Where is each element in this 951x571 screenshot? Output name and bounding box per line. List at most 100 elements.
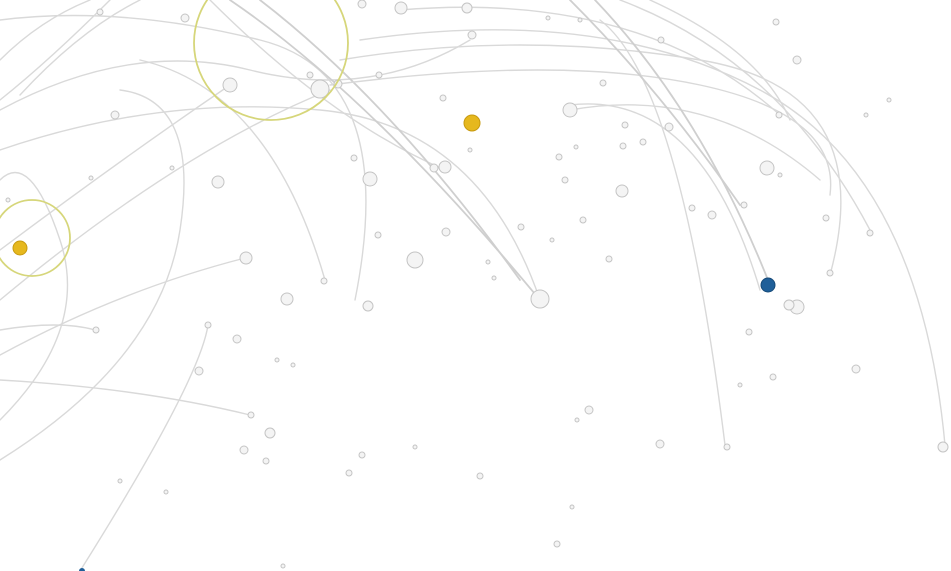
particle-dot [357,0,367,9]
particle-layer [5,0,949,569]
particle-dot [772,18,780,26]
particle-dot [777,172,783,178]
trail-arc [79,324,209,571]
particle-dot [429,163,439,173]
trail-arc [569,103,761,291]
particle-dot [599,79,607,87]
particle-dot [822,214,830,222]
particle-dot [553,540,561,548]
particle-dot [88,175,94,181]
particle-dot [374,231,382,239]
particle-dot [655,439,665,449]
particle-dot [740,201,748,209]
particle-dot [577,17,583,23]
particle-dot [290,362,296,368]
particle-dot [619,142,627,150]
particle-dot [530,289,550,309]
trail-arc [0,0,111,101]
particle-dot [232,334,242,344]
trail-arc [359,29,946,446]
particle-dot [783,299,795,311]
particle-dot [759,160,775,176]
particle-dot [863,112,869,118]
particle-dot [306,71,314,79]
particle-dot [117,478,123,484]
particle-dot [239,445,249,455]
particle-dot [467,147,473,153]
particle-dot [247,411,255,419]
particle-dot [262,457,270,465]
particle-dot [96,8,104,16]
trail-arc [399,6,781,116]
trail-arc [599,19,726,446]
trail-arc [649,0,791,121]
particle-dot [657,36,665,44]
trail-arc [329,69,832,196]
particle-dot [194,366,204,376]
particle-dot [866,229,874,237]
particle-dot [615,184,629,198]
particle-dot [320,277,328,285]
particle-dot [937,441,949,453]
particle-dot [826,269,834,277]
trail-arc [259,0,521,281]
particle-dot [163,489,169,495]
particle-dot [621,121,629,129]
particle-dot [792,55,802,65]
particle-dot [350,154,358,162]
particle-dot [412,444,418,450]
particle-dot [688,204,696,212]
particle-dot [851,364,861,374]
trail-arc [0,171,69,421]
trail-arc [619,0,871,231]
trail-arc [0,379,251,416]
particle-dot [549,237,555,243]
particle-dot [375,71,383,79]
particle-dot [769,373,777,381]
particle-dot [461,2,473,14]
particle-dot [362,300,374,312]
particle-dot [358,451,366,459]
trail-arc [569,0,741,206]
particle-dot [394,1,408,15]
particle-dot [239,251,253,265]
particle-dot [561,176,569,184]
particle-dot [362,171,378,187]
particle-dot [110,110,120,120]
highlight-yellow-dot-icon[interactable] [12,240,28,256]
trail-arc [0,324,96,331]
particle-dot [222,77,238,93]
particle-dot [573,144,579,150]
trail-arc [19,0,141,96]
particle-dot [584,405,594,415]
particle-dot [579,216,587,224]
particle-dot [467,30,477,40]
particle-dot [441,227,451,237]
particle-dot [310,79,330,99]
highlight-blue-dot-icon[interactable] [760,277,776,293]
particle-dot [5,197,11,203]
selection-ring-icon [193,0,349,121]
particle-dot [169,165,175,171]
particle-dot [491,275,497,281]
trail-arc [0,84,231,251]
particle-dot [439,94,447,102]
particle-dot [280,563,286,569]
trail-arc [0,0,91,61]
particle-dot [438,160,452,174]
particle-dot [180,13,190,23]
particle-dot [569,504,575,510]
trail-arc [0,39,471,111]
highlight-yellow-dot-icon[interactable] [463,114,481,132]
particle-dot [605,255,613,263]
highlight-layer [0,0,776,571]
particle-dot [204,321,212,329]
particle-dot [274,357,280,363]
particle-dot [345,469,353,477]
trail-arc [0,89,331,301]
particle-dot [886,97,892,103]
particle-dot [664,122,674,132]
particle-dot [555,153,563,161]
